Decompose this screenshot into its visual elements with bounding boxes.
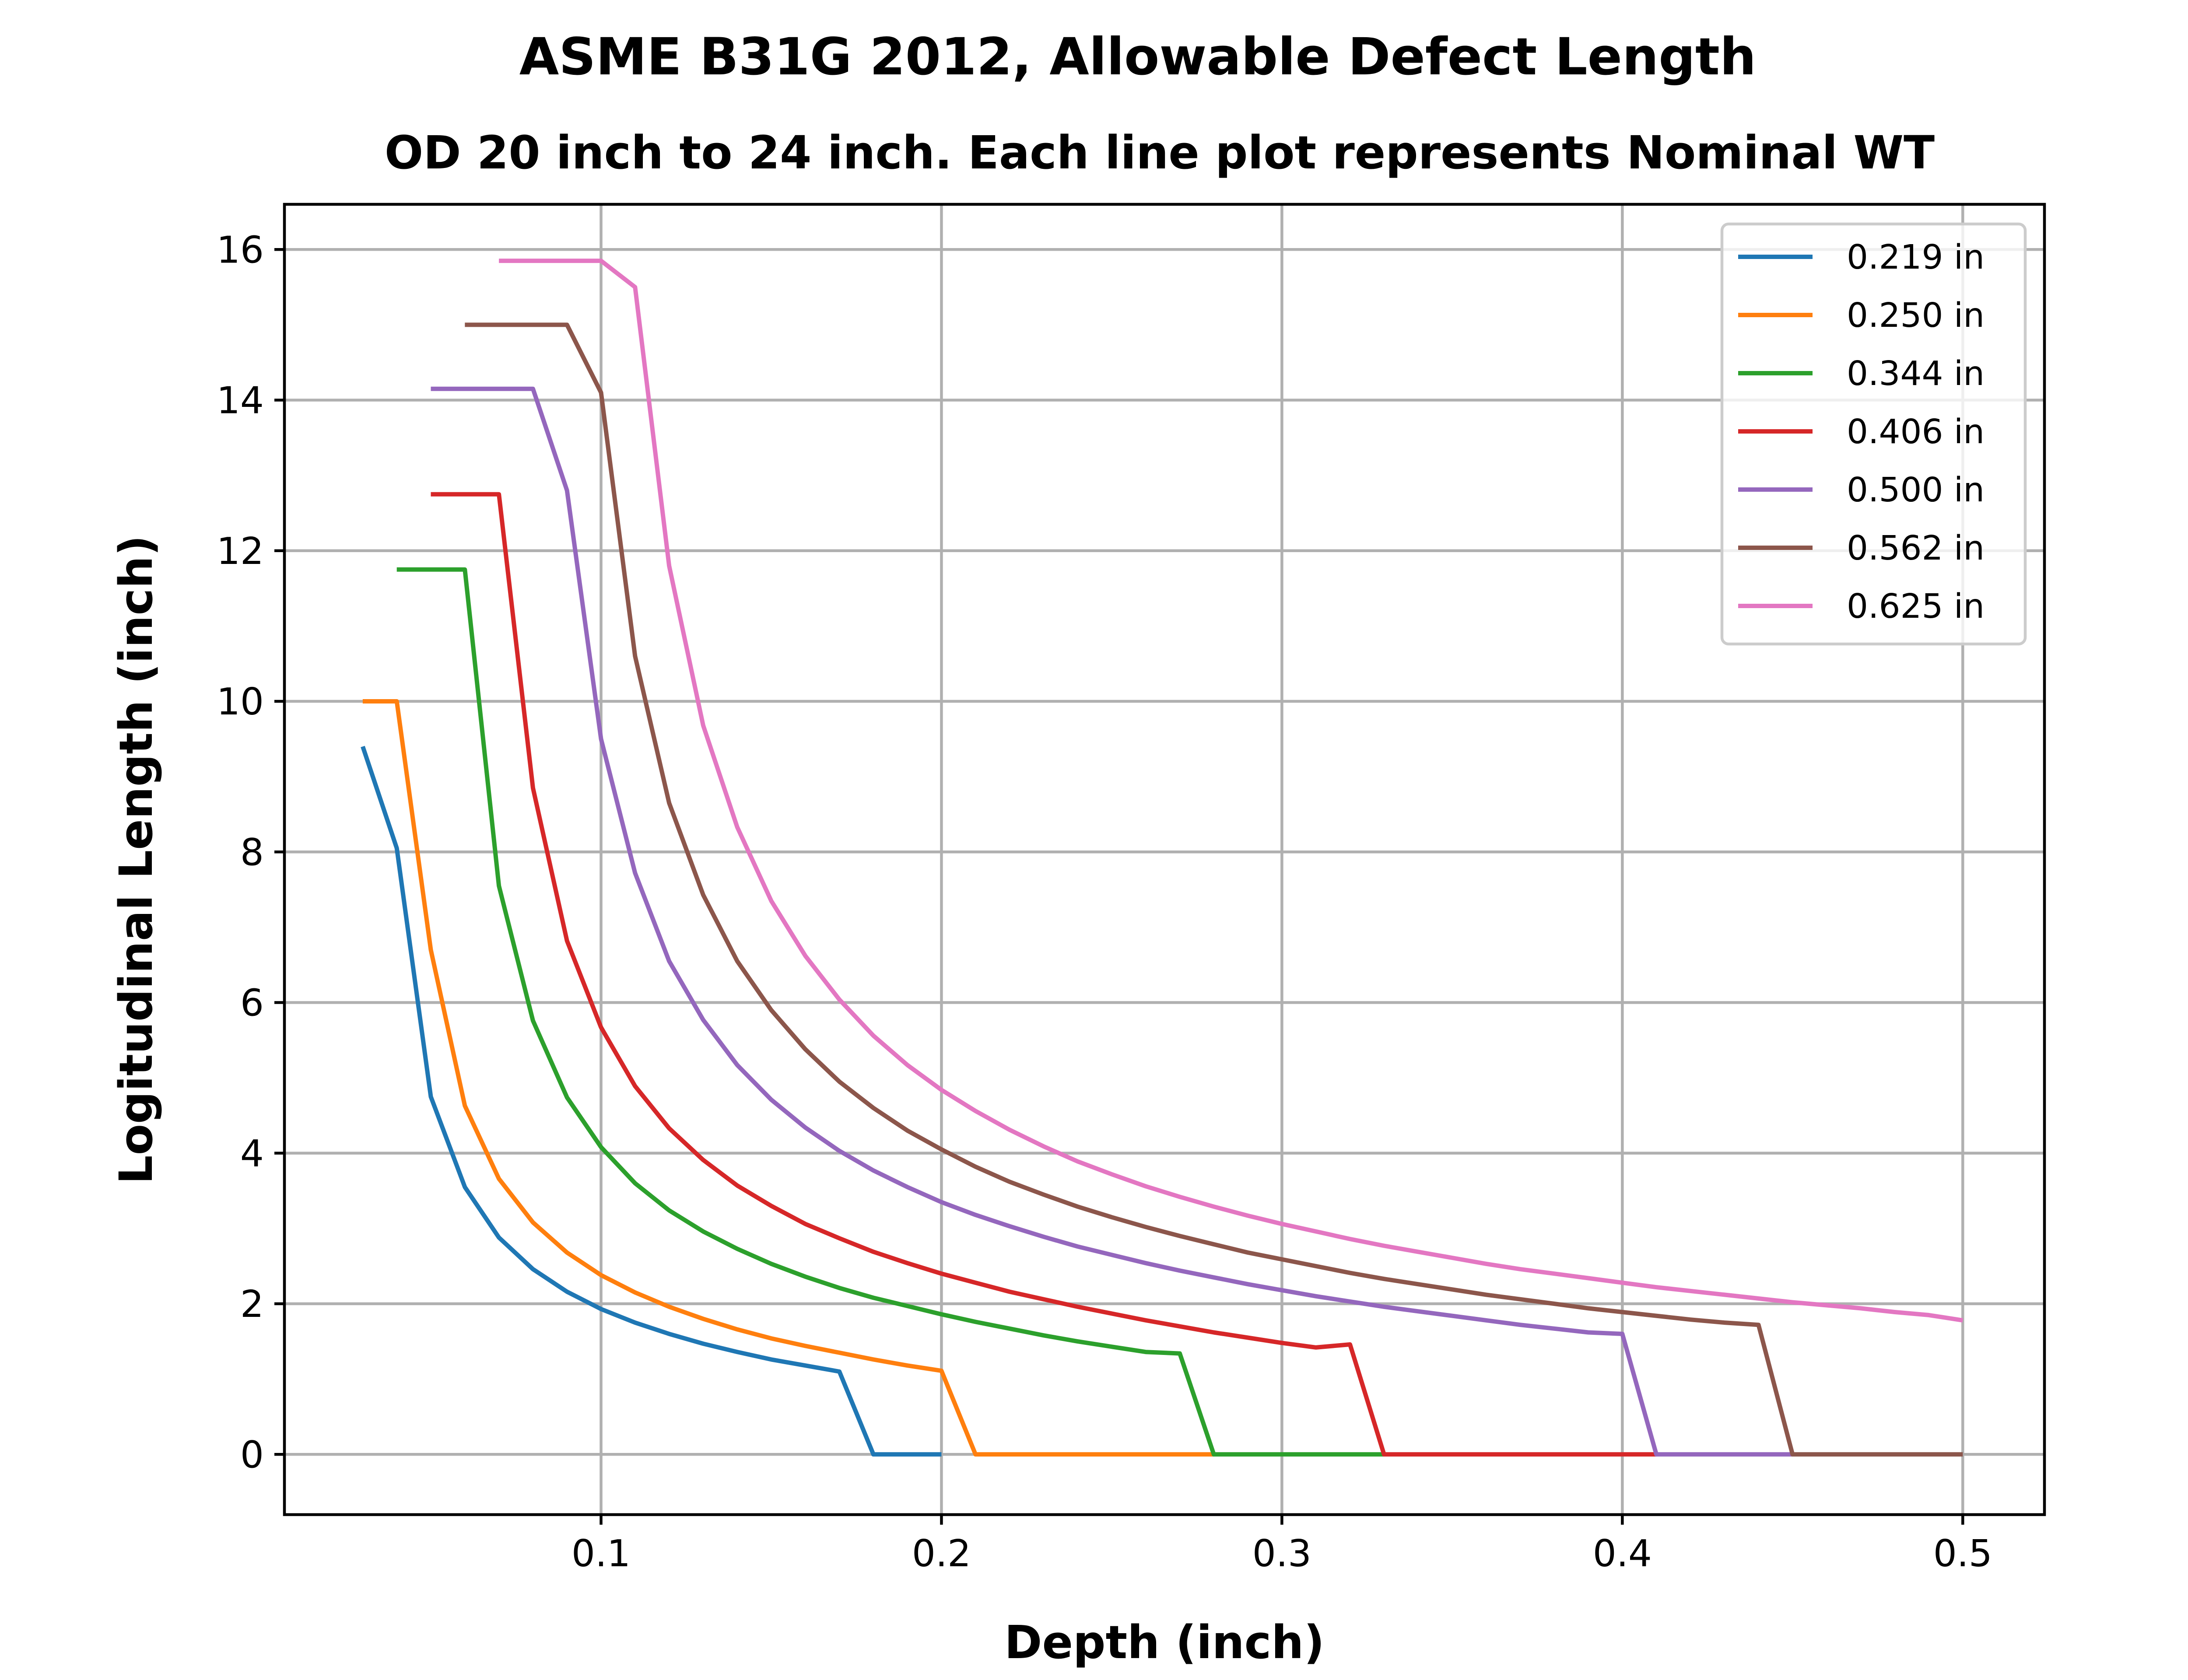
plot-lines: [361, 259, 1964, 1457]
y-tick-label: 12: [217, 530, 264, 573]
legend-label: 0.219 in: [1847, 238, 1985, 277]
legend-label: 0.406 in: [1847, 413, 1985, 452]
legend-label: 0.625 in: [1847, 587, 1985, 626]
y-tick-label: 8: [240, 831, 264, 874]
series-line: [499, 259, 1964, 1323]
series-line: [361, 746, 942, 1457]
x-axis-label: Depth (inch): [1004, 1616, 1325, 1669]
x-tick-label: 0.2: [912, 1532, 971, 1575]
x-tick-label: 0.1: [572, 1532, 631, 1575]
y-tick-label: 4: [240, 1132, 264, 1176]
legend: 0.219 in 0.250 in 0.344 in 0.406 in 0.500 in…: [1720, 222, 2027, 646]
series-line: [431, 386, 1793, 1457]
series-line: [396, 567, 1384, 1457]
legend-label: 0.250 in: [1847, 296, 1985, 335]
chart-subtitle: OD 20 inch to 24 inch. Each line plot re…: [385, 126, 1935, 179]
y-tick-label: 2: [240, 1283, 264, 1326]
series-line: [465, 322, 1963, 1457]
plot-frame: [283, 203, 2046, 1516]
y-axis-label: Logitudinal Length (inch): [109, 535, 163, 1184]
y-tick-label: 10: [217, 680, 264, 724]
y-tick-label: 16: [217, 228, 264, 272]
x-tick-label: 0.4: [1593, 1532, 1652, 1575]
grid: [284, 204, 2044, 1515]
axis-ticks: 0.1 0.2 0.3 0.4 0.5 0 2 4 6 8 10 12 14 16: [217, 228, 1992, 1575]
series-line: [362, 699, 1214, 1457]
legend-box: [1720, 222, 2027, 646]
y-tick-label: 6: [240, 982, 264, 1025]
chart-title: ASME B31G 2012, Allowable Defect Length: [519, 27, 1757, 87]
series-line: [431, 492, 1657, 1457]
y-tick-label: 14: [217, 379, 264, 423]
x-tick-label: 0.3: [1252, 1532, 1311, 1575]
legend-label: 0.562 in: [1847, 529, 1985, 568]
y-tick-label: 0: [240, 1433, 264, 1477]
legend-label: 0.500 in: [1847, 471, 1985, 510]
legend-label: 0.344 in: [1847, 354, 1985, 393]
x-tick-label: 0.5: [1933, 1532, 1992, 1575]
